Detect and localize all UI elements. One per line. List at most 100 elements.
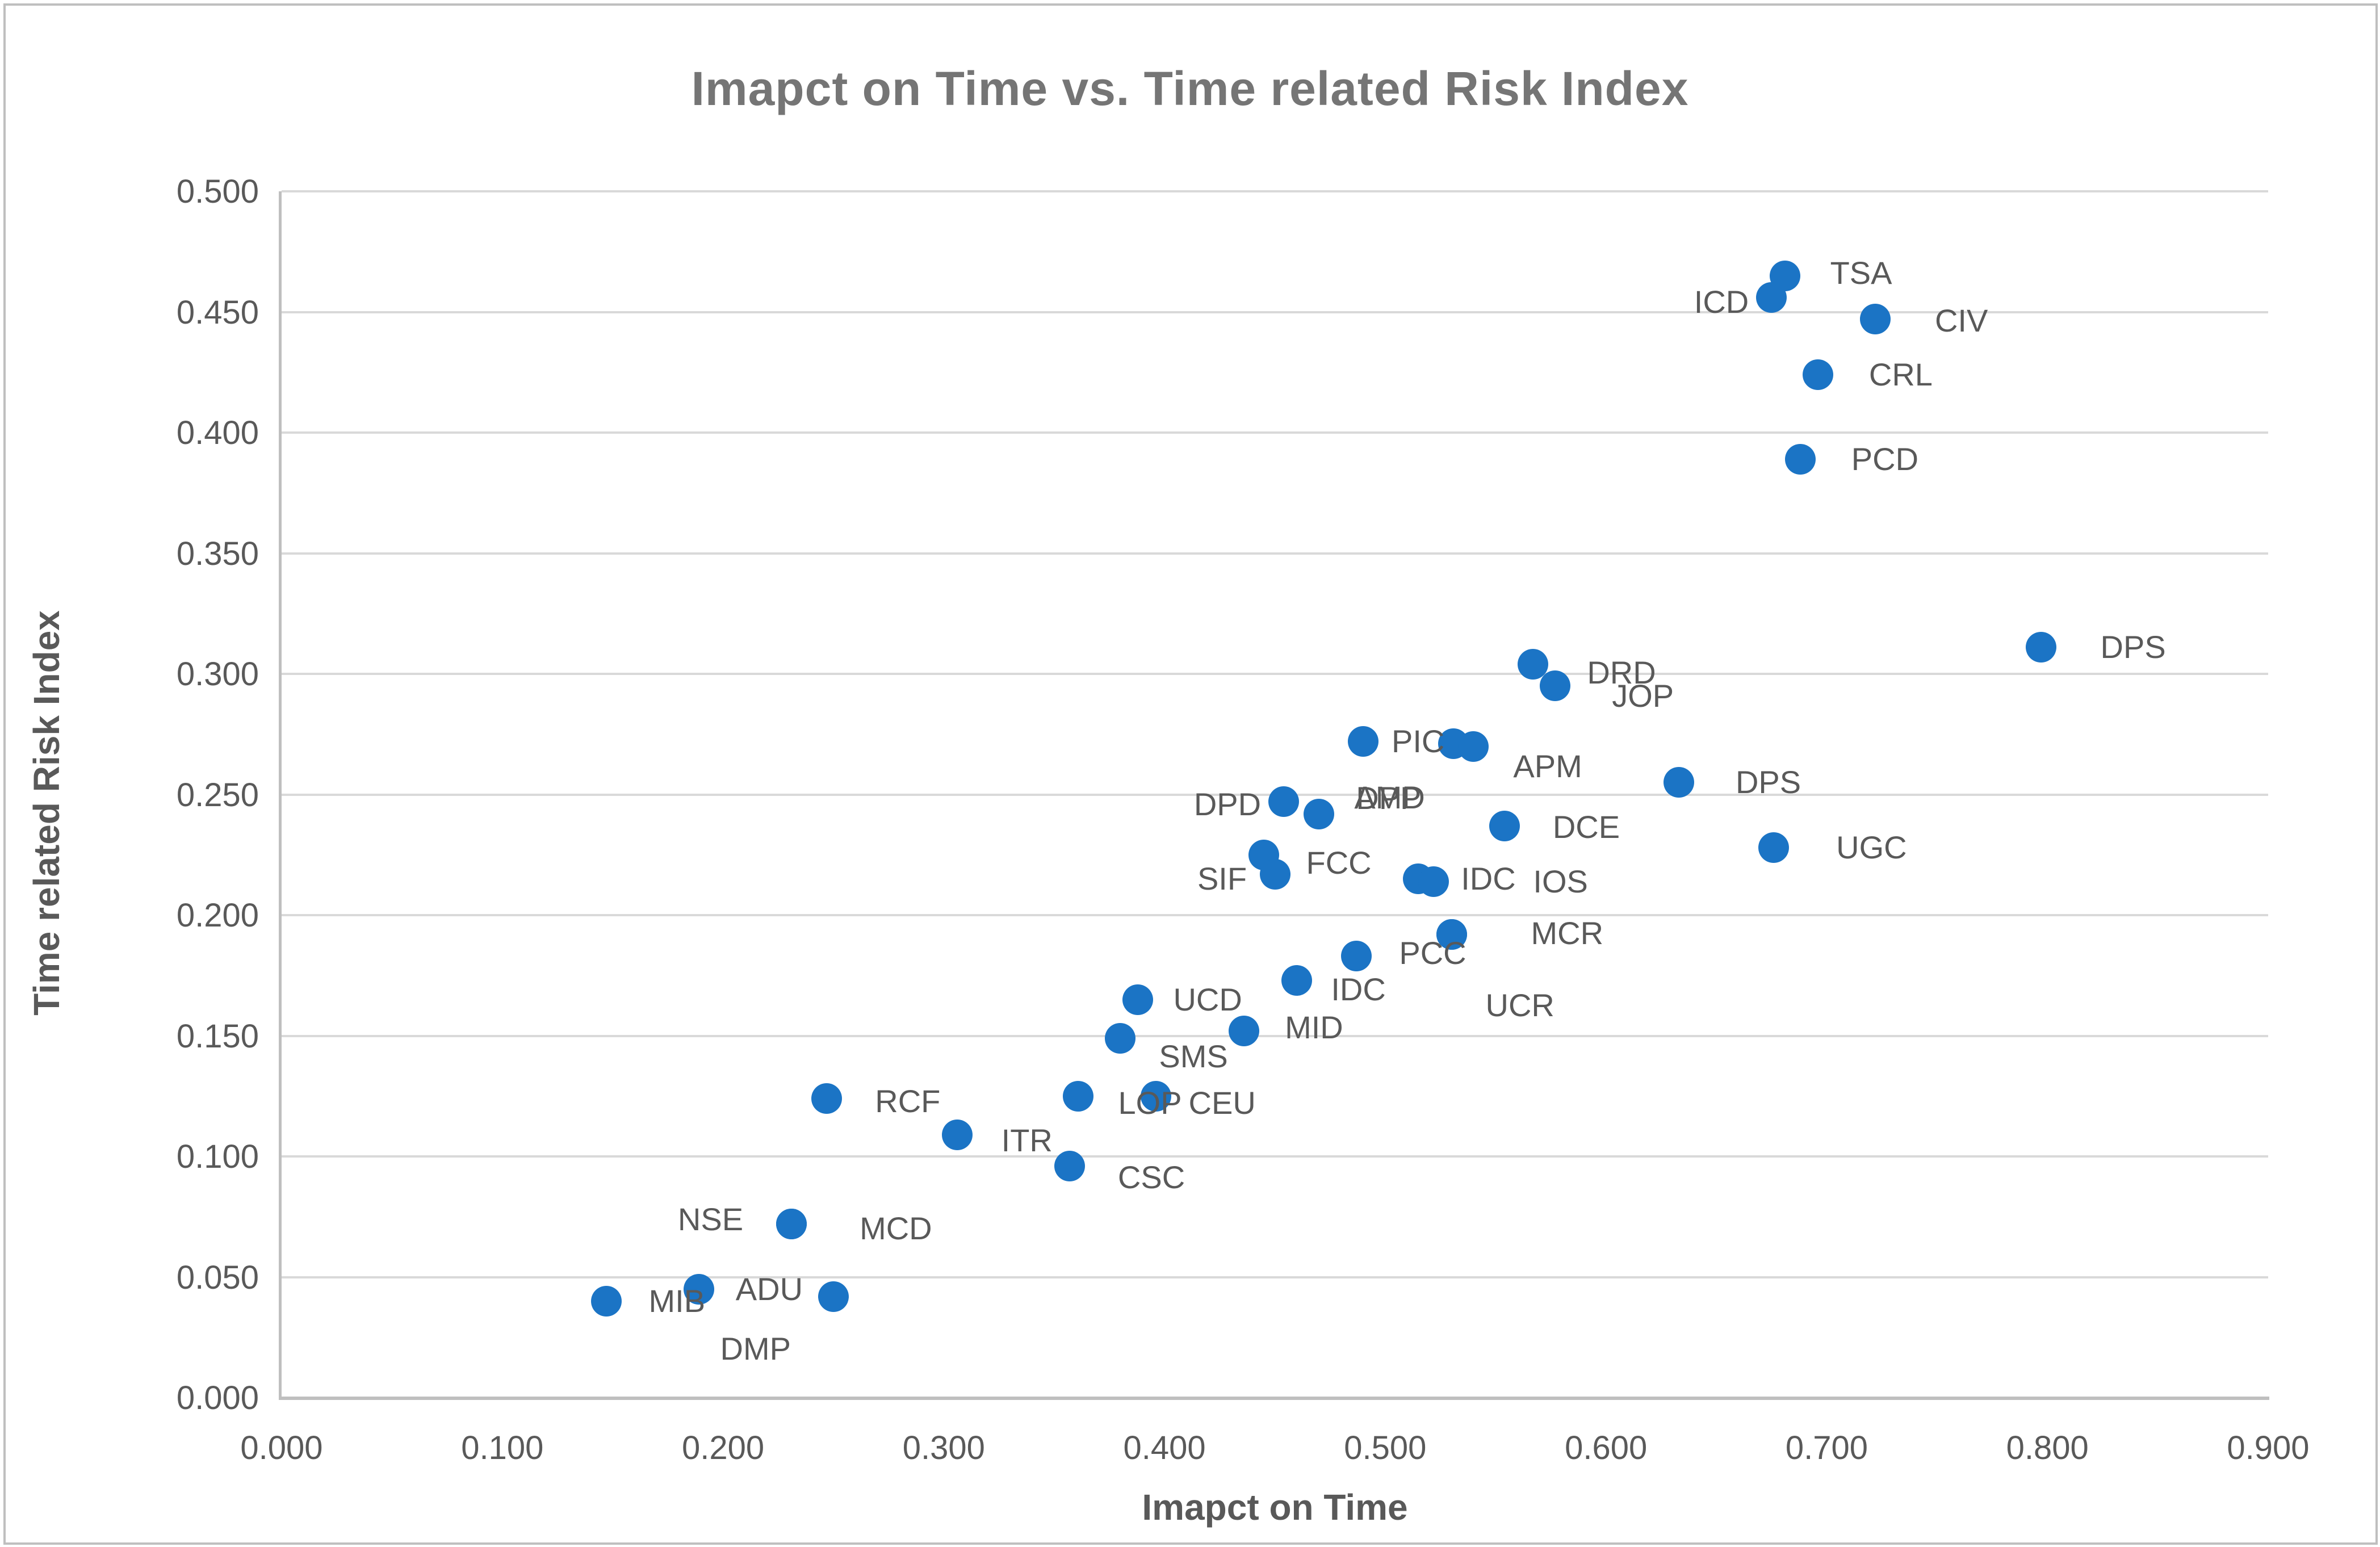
x-tick-label: 0.100 bbox=[461, 1429, 544, 1466]
data-label-dps: DPS bbox=[1735, 764, 1801, 800]
data-point-csc[interactable] bbox=[1054, 1151, 1085, 1181]
data-label-idc: IDC bbox=[1461, 861, 1516, 897]
data-label-pcd: PCD bbox=[1851, 441, 1919, 477]
data-point-pcc[interactable] bbox=[1341, 941, 1372, 972]
data-point-crl[interactable] bbox=[1802, 359, 1833, 390]
gridline bbox=[282, 311, 2268, 313]
chart-frame bbox=[3, 3, 2378, 1545]
gridline bbox=[282, 1155, 2268, 1158]
x-tick-label: 0.900 bbox=[2227, 1429, 2310, 1466]
data-point-fcc[interactable] bbox=[1259, 858, 1290, 890]
y-tick-label: 0.000 bbox=[176, 1380, 259, 1416]
gridline bbox=[282, 1034, 2268, 1037]
data-point-mid[interactable] bbox=[1229, 1016, 1260, 1046]
data-point-ceu[interactable] bbox=[1140, 1080, 1171, 1112]
y-tick-label: 0.350 bbox=[176, 535, 259, 572]
data-label-ucd: UCD bbox=[1173, 981, 1242, 1017]
data-label-sif: SIF bbox=[1197, 860, 1247, 896]
data-label-itr: ITR bbox=[1001, 1122, 1053, 1158]
data-label-dmp: DMP bbox=[720, 1330, 791, 1366]
plot-area: 0.000 0.050 0.100 0.150 0.200 0.250 0.300 0.350… bbox=[177, 173, 2310, 1466]
data-point-icd[interactable] bbox=[1756, 282, 1787, 313]
y-tick-label: 0.400 bbox=[176, 414, 259, 451]
x-tick-label: 0.000 bbox=[240, 1429, 323, 1466]
y-tick-label: 0.200 bbox=[176, 897, 259, 934]
data-label-lop: LOP bbox=[1118, 1084, 1182, 1121]
data-label-icd: ICD bbox=[1694, 284, 1749, 320]
x-tick-label: 0.200 bbox=[681, 1429, 765, 1466]
data-label-ios: IOS bbox=[1533, 863, 1588, 899]
data-point-pcd[interactable] bbox=[1784, 443, 1816, 475]
data-label-dpd: DPD bbox=[1193, 786, 1262, 823]
data-point-dpd[interactable] bbox=[1268, 786, 1300, 817]
data-point-lop[interactable] bbox=[1063, 1080, 1094, 1112]
gridline bbox=[282, 673, 2268, 675]
data-label-drd: DRD bbox=[1587, 655, 1656, 690]
data-point-adu[interactable] bbox=[683, 1273, 714, 1305]
data-point-dmp[interactable] bbox=[818, 1281, 849, 1312]
gridline bbox=[282, 431, 2268, 434]
data-label-pcc: PCC bbox=[1399, 935, 1466, 971]
data-point-civ[interactable] bbox=[1859, 304, 1891, 335]
gridline bbox=[282, 190, 2268, 192]
data-point-idc[interactable] bbox=[1281, 965, 1313, 996]
y-tick-label: 0.100 bbox=[176, 1138, 259, 1175]
data-point-pic[interactable] bbox=[1348, 726, 1378, 757]
x-axis-title: Imapct on Time bbox=[1142, 1487, 1408, 1528]
data-point-ugc[interactable] bbox=[1758, 832, 1790, 863]
data-point-itr[interactable] bbox=[941, 1119, 973, 1150]
data-point-dps[interactable] bbox=[2025, 632, 2056, 663]
data-label-ugc: UGC bbox=[1836, 829, 1907, 865]
x-tick-label: 0.500 bbox=[1344, 1429, 1427, 1466]
data-point-dps[interactable] bbox=[1663, 767, 1694, 798]
data-label-ceu: CEU bbox=[1188, 1084, 1256, 1121]
data-label-apm: APM bbox=[1513, 748, 1582, 784]
data-point-drd[interactable] bbox=[1518, 649, 1549, 680]
data-label-mcd: MCD bbox=[860, 1210, 932, 1246]
data-point-ios[interactable] bbox=[1418, 866, 1449, 897]
gridline bbox=[282, 1276, 2268, 1278]
data-label-mid: MID bbox=[1285, 1009, 1343, 1045]
chart-title: Imapct on Time vs. Time related Risk Ind… bbox=[691, 62, 1689, 115]
data-point-dce[interactable] bbox=[1489, 810, 1520, 841]
y-axis-line bbox=[279, 191, 282, 1400]
data-point-sms[interactable] bbox=[1105, 1022, 1136, 1054]
y-tick-label: 0.500 bbox=[176, 173, 259, 210]
data-point-jop[interactable] bbox=[1540, 670, 1571, 702]
data-label-sms: SMS bbox=[1159, 1038, 1228, 1074]
y-tick-label: 0.250 bbox=[176, 776, 259, 814]
data-label-jop: JOP bbox=[1612, 678, 1674, 714]
data-point-mib[interactable] bbox=[590, 1286, 622, 1317]
data-point-ucr[interactable] bbox=[1436, 919, 1467, 950]
data-label-amd: AMD bbox=[1354, 779, 1425, 816]
data-label-ucr: UCR bbox=[1485, 987, 1554, 1023]
data-label-rcf: RCF bbox=[875, 1083, 941, 1119]
data-label-civ: CIV bbox=[1934, 303, 1988, 339]
gridline bbox=[282, 914, 2268, 916]
data-label-dps: DPS bbox=[2100, 629, 2166, 665]
data-point-mcd[interactable] bbox=[776, 1209, 807, 1239]
y-tick-label: 0.450 bbox=[176, 294, 259, 331]
x-tick-label: 0.700 bbox=[1785, 1429, 1868, 1466]
data-point-ucd[interactable] bbox=[1122, 984, 1154, 1015]
data-label-fcc: FCC bbox=[1306, 844, 1372, 881]
data-label-crl: CRL bbox=[1868, 357, 1933, 392]
data-point-apm[interactable] bbox=[1458, 731, 1489, 762]
x-tick-label: 0.400 bbox=[1123, 1429, 1206, 1466]
data-label-dce: DCE bbox=[1552, 808, 1620, 845]
x-tick-label: 0.300 bbox=[902, 1429, 985, 1466]
data-label-dpp: DPP bbox=[1356, 779, 1422, 816]
data-point-dpp[interactable] bbox=[1304, 798, 1335, 829]
data-label-adu: ADU bbox=[735, 1271, 803, 1307]
data-label-pic: PIC bbox=[1392, 723, 1445, 759]
data-label-nse: NSE bbox=[677, 1201, 744, 1237]
data-label-csc: CSC bbox=[1117, 1159, 1185, 1195]
x-tick-label: 0.800 bbox=[2006, 1429, 2089, 1466]
y-tick-label: 0.300 bbox=[176, 656, 259, 693]
data-point-rcf[interactable] bbox=[811, 1083, 843, 1114]
x-axis-line bbox=[279, 1397, 2269, 1400]
y-tick-label: 0.150 bbox=[176, 1017, 259, 1055]
data-label-mib: MIB bbox=[648, 1283, 706, 1319]
y-axis-title: Time related Risk Index bbox=[26, 610, 67, 1016]
y-tick-label: 0.050 bbox=[176, 1259, 259, 1296]
